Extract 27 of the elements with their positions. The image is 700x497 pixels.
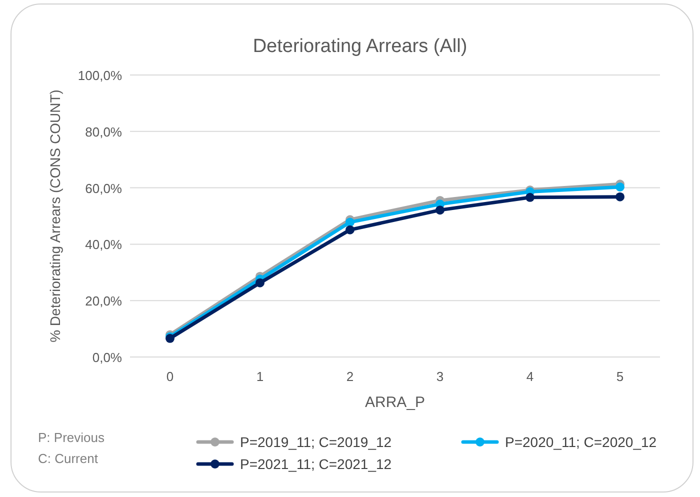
point	[616, 182, 624, 192]
x-axis-title: ARRA_P	[364, 394, 426, 411]
y-tick-label: 100,0%	[78, 68, 122, 83]
x-tick-label: 0	[166, 369, 174, 384]
legend-label: P=2019_11; C=2019_12	[240, 434, 392, 450]
y-tick-label: 0,0%	[92, 350, 122, 365]
x-tick-label: 4	[526, 369, 534, 384]
x-tick-label: 5	[616, 369, 624, 384]
point	[346, 225, 354, 234]
y-tick-label: 20,0%	[85, 294, 122, 309]
chart-title: Deteriorating Arrears (All)	[252, 36, 468, 57]
y-tick-label: 80,0%	[85, 124, 122, 140]
text: C: Current	[38, 451, 98, 466]
y-tick-label: 40,0%	[85, 237, 122, 252]
legend-label: P=2021_11; C=2021_12	[240, 456, 392, 472]
legend-label: P=2020_11; C=2020_12	[505, 434, 657, 450]
point	[526, 192, 534, 202]
x-tick-label: 3	[436, 369, 444, 384]
x-tick-label: 2	[346, 369, 354, 384]
point	[346, 218, 354, 227]
point	[256, 278, 264, 288]
x-tick-label: 1	[256, 369, 264, 384]
y-axis-title: % Deteriorating Arrears (CONS COUNT)	[47, 90, 63, 342]
point	[616, 192, 624, 202]
text: P: Previous	[38, 430, 105, 445]
point	[436, 206, 444, 215]
y-tick-label: 60,0%	[85, 180, 122, 196]
